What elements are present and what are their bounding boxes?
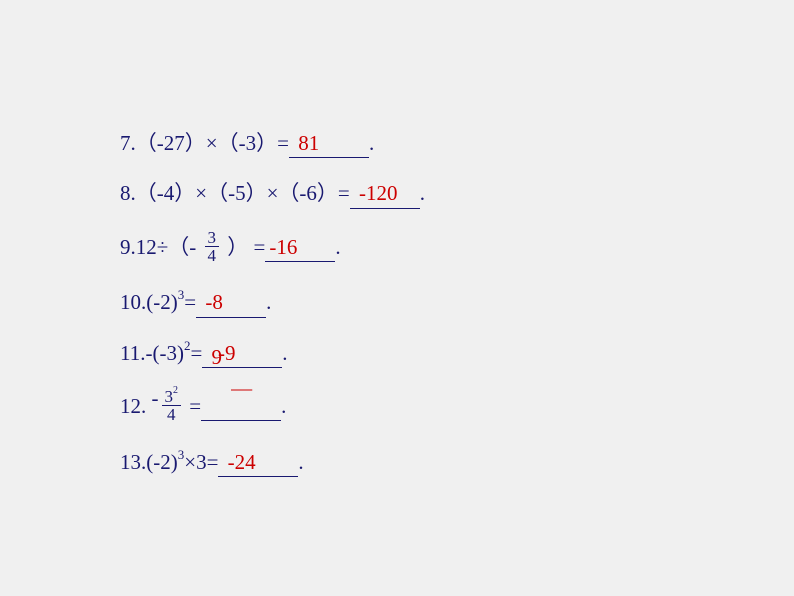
problem-9-suffix: . xyxy=(335,235,340,259)
problem-12-suffix: . xyxy=(281,394,286,418)
problem-7-suffix: . xyxy=(369,131,374,155)
answer-11: -9 xyxy=(218,341,236,365)
problem-11-exp: 2 xyxy=(184,338,191,353)
neg-sign-12: - xyxy=(152,386,159,410)
answer-10: -8 xyxy=(205,290,223,314)
answer-blank-13: -24 xyxy=(218,449,298,477)
problem-11-text-a: 11.-(-3) xyxy=(120,341,184,365)
fraction-9: 34 xyxy=(205,229,220,266)
problem-12: 12. -324 =— . xyxy=(120,390,680,427)
fraction-12-den: 4 xyxy=(162,406,182,425)
fraction-12-num-exp: 2 xyxy=(173,385,178,396)
problem-9-text-a: 9.12÷（- xyxy=(120,235,202,259)
answer-blank-12: — xyxy=(201,393,281,421)
problem-12-text-a: 12. xyxy=(120,394,152,418)
answer-13: -24 xyxy=(228,450,256,474)
fraction-12-num-base: 3 xyxy=(165,387,174,406)
problem-13: 13.(-2)3×3= -24. xyxy=(120,449,680,477)
problem-8-suffix: . xyxy=(420,181,425,205)
problem-10-suffix: . xyxy=(266,290,271,314)
problem-11-suffix: . xyxy=(282,341,287,365)
problem-13-suffix: . xyxy=(298,450,303,474)
problem-13-exp: 3 xyxy=(178,447,185,462)
answer-blank-11: 9-9 xyxy=(202,340,282,368)
problem-7: 7.（-27）×（-3）= 81. xyxy=(120,130,680,158)
answer-8: -120 xyxy=(359,181,398,205)
problem-10-text-b: = xyxy=(184,290,196,314)
answer-12: — xyxy=(231,375,252,402)
answer-9: -16 xyxy=(269,235,297,259)
fraction-12: 324 xyxy=(162,388,182,425)
problem-10-exp: 3 xyxy=(178,287,185,302)
problem-11-text-b: = xyxy=(190,341,202,365)
problem-9-text-b: ） = xyxy=(222,235,265,259)
answer-blank-7: 81 xyxy=(289,130,369,158)
problem-11: 11.-(-3)2= 9-9. xyxy=(120,340,680,368)
fraction-12-num: 32 xyxy=(162,388,182,406)
answer-blank-10: -8 xyxy=(196,289,266,317)
answer-blank-9: -16 xyxy=(265,234,335,262)
problem-10-text-a: 10.(-2) xyxy=(120,290,178,314)
problem-10: 10.(-2)3= -8. xyxy=(120,289,680,317)
problem-13-text-b: ×3= xyxy=(184,450,218,474)
fraction-9-num: 3 xyxy=(205,229,220,247)
problem-8: 8.（-4）×（-5）×（-6）= -120. xyxy=(120,180,680,208)
problem-13-text-a: 13.(-2) xyxy=(120,450,178,474)
answer-7: 81 xyxy=(298,131,319,155)
problem-8-text: 8.（-4）×（-5）×（-6）= xyxy=(120,181,350,205)
fraction-9-den: 4 xyxy=(205,247,220,266)
problem-12-text-b: = xyxy=(184,394,201,418)
problem-7-text: 7.（-27）×（-3）= xyxy=(120,131,289,155)
answer-blank-8: -120 xyxy=(350,180,420,208)
math-problems-container: 7.（-27）×（-3）= 81. 8.（-4）×（-5）×（-6）= -120… xyxy=(120,130,680,499)
problem-9: 9.12÷（- 34 ） =-16. xyxy=(120,231,680,268)
